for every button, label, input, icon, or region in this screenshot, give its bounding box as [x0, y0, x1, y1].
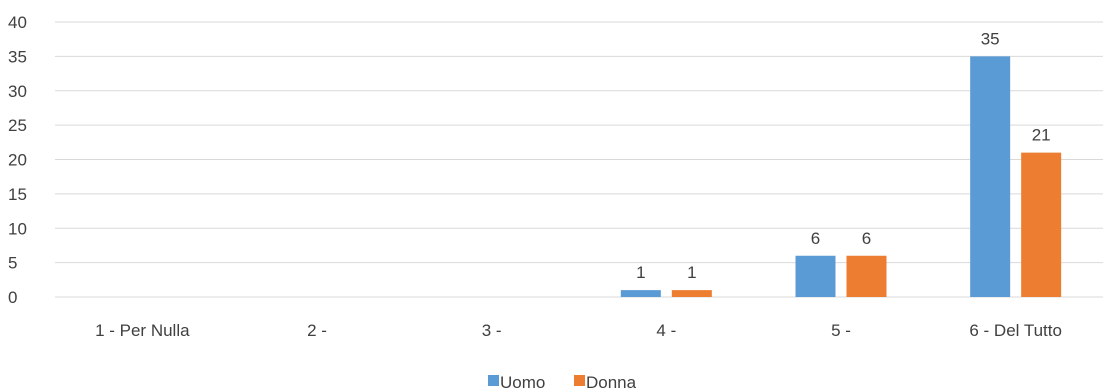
data-label: 1	[687, 263, 696, 282]
y-tick-label: 30	[8, 82, 27, 101]
y-tick-label: 0	[8, 288, 17, 307]
y-tick-label: 20	[8, 151, 27, 170]
data-label: 1	[636, 263, 645, 282]
legend-label-donna: Donna	[586, 373, 637, 390]
data-label: 6	[811, 229, 820, 248]
bar-uomo-5	[970, 56, 1011, 297]
bar-donna-4	[846, 255, 887, 297]
bar-uomo-3	[620, 290, 661, 297]
y-tick-label: 40	[8, 13, 27, 32]
bar-donna-3	[671, 290, 712, 297]
gridlines	[55, 21, 1103, 298]
y-axis-ticks: 0 5 10 15 20 25 30 35 40	[8, 13, 27, 307]
bar-uomo-4	[795, 255, 836, 297]
category-label: 6 - Del Tutto	[969, 321, 1062, 340]
data-label: 35	[981, 29, 1000, 48]
x-axis-categories: 1 - Per Nulla 2 - 3 - 4 - 5 - 6 - Del Tutto	[95, 321, 1062, 340]
legend: Uomo Donna	[488, 373, 637, 390]
legend-swatch-uomo	[488, 375, 499, 386]
y-tick-label: 25	[8, 116, 27, 135]
bar-donna-5	[1021, 152, 1062, 297]
legend-swatch-donna	[574, 375, 585, 386]
y-tick-label: 5	[8, 254, 17, 273]
y-tick-label: 35	[8, 47, 27, 66]
bars	[620, 56, 1062, 297]
data-label: 21	[1032, 126, 1051, 145]
legend-label-uomo: Uomo	[500, 373, 545, 390]
category-label: 3 -	[482, 321, 502, 340]
category-label: 2 -	[307, 321, 327, 340]
data-label: 6	[862, 229, 871, 248]
category-label: 5 -	[831, 321, 851, 340]
category-label: 1 - Per Nulla	[95, 321, 190, 340]
data-labels: 1 1 6 6 35 21	[636, 29, 1051, 282]
y-tick-label: 10	[8, 219, 27, 238]
y-tick-label: 15	[8, 185, 27, 204]
category-label: 4 -	[656, 321, 676, 340]
